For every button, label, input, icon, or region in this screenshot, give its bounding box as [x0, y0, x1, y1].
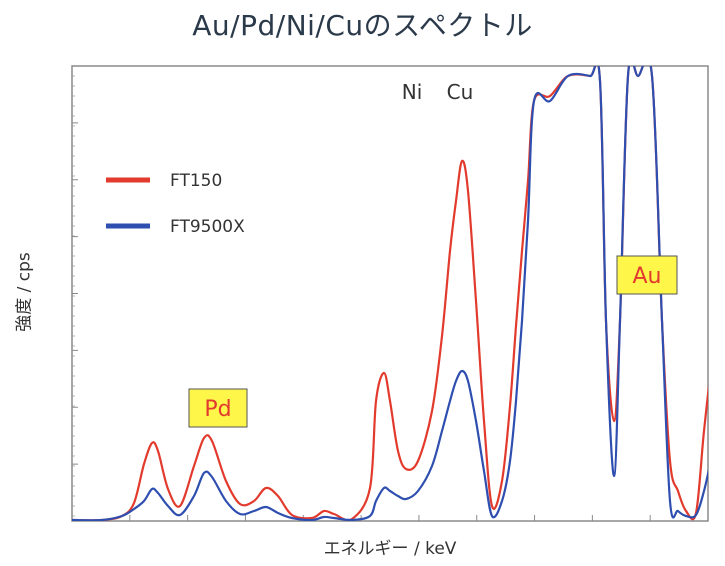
- au-label: Au: [633, 264, 662, 289]
- series-line-ft150: [72, 66, 708, 521]
- au-label-box: [616, 255, 678, 295]
- pd-label: Pd: [204, 397, 231, 422]
- legend-label-ft150: FT150: [170, 171, 222, 191]
- x-axis-label: エネルギー / keV: [323, 539, 457, 559]
- series-line-ft9500x: [72, 66, 708, 521]
- series-layer: [72, 66, 708, 521]
- chart-title: Au/Pd/Ni/Cuのスペクトル: [192, 9, 533, 42]
- ni-label: Ni: [402, 80, 423, 104]
- chart-axes: [71, 65, 709, 522]
- legend: FT150 FT9500X: [106, 171, 245, 237]
- legend-label-ft9500x: FT9500X: [170, 217, 245, 237]
- pd-label-box: [188, 388, 248, 428]
- cu-label: Cu: [447, 80, 474, 104]
- plot-frame: [71, 65, 709, 522]
- peak-annotations: Pd Ni Cu Au: [188, 80, 678, 428]
